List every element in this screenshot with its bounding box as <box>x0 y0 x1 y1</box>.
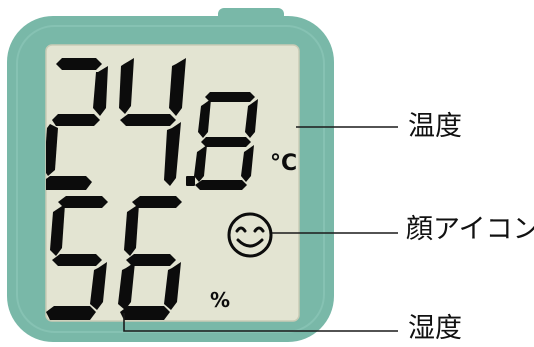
temperature-label: 温度 <box>408 111 462 142</box>
smiley-face-icon <box>227 212 273 258</box>
humidity-digit-5 <box>46 196 108 320</box>
humidity-digit-6 <box>118 196 182 320</box>
temperature-digit-4 <box>119 58 186 186</box>
face-icon-label: 顔アイコン <box>406 214 534 245</box>
humidity-unit: % <box>210 288 230 312</box>
temperature-decimal-point <box>186 176 195 186</box>
housing-bevel <box>16 25 325 333</box>
temperature-digit-8 <box>194 92 258 190</box>
lcd-segments <box>46 58 273 320</box>
temperature-digit-2 <box>46 58 108 190</box>
temperature-unit: °C <box>270 151 297 176</box>
humidity-leader-line <box>123 313 398 332</box>
humidity-label: 湿度 <box>408 313 462 344</box>
